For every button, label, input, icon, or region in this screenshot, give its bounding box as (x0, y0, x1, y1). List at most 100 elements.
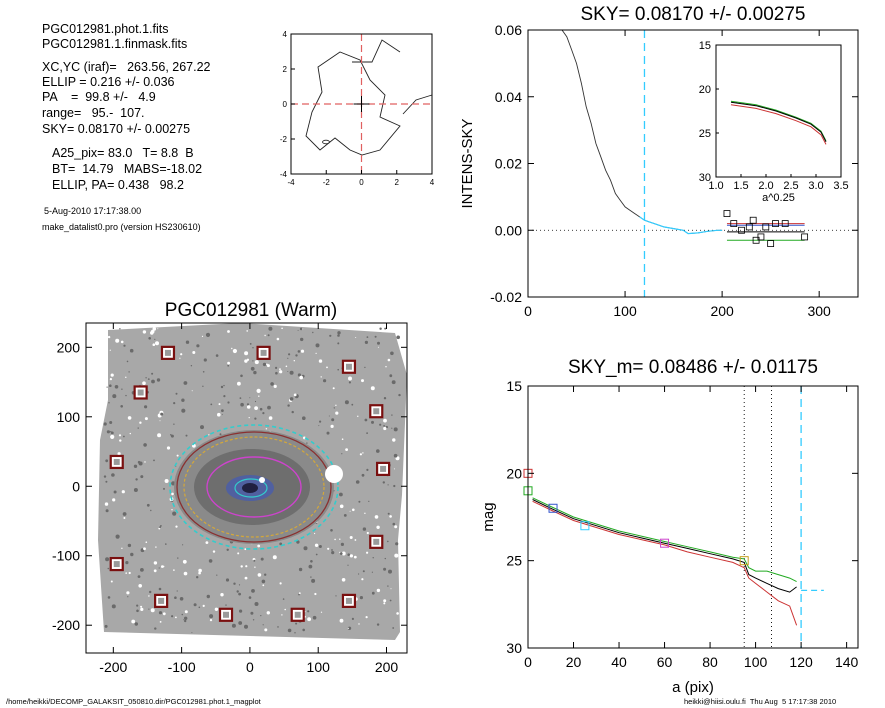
sky-profile-cyan (639, 216, 723, 235)
noise-dot (364, 512, 366, 514)
noise-dot (144, 405, 148, 409)
noise-dot (193, 603, 197, 607)
noise-dot (142, 381, 146, 386)
noise-dot (358, 573, 360, 575)
noise-dot (158, 611, 163, 615)
noise-dot (393, 468, 395, 470)
sky-ytick-label: 0.02 (495, 156, 522, 172)
noise-dot (237, 552, 240, 555)
noise-dot (377, 341, 380, 345)
noise-dot (297, 350, 301, 353)
noise-dot (238, 592, 242, 596)
noise-dot (110, 580, 113, 583)
galaxy-image-panel: PGC012981 (Warm) -200 -100 0 100 2002001000-… (52, 300, 408, 675)
noise-dot (206, 594, 210, 599)
noise-dot (314, 532, 316, 535)
noise-dot (339, 551, 341, 554)
noise-dot (359, 596, 363, 600)
isophote-magenta (206, 456, 302, 518)
noise-dot (246, 403, 250, 406)
noise-dot (293, 393, 297, 397)
noise-dot (315, 343, 320, 348)
noise-dot (179, 597, 184, 601)
mag-xtick-label: 20 (566, 654, 582, 670)
noise-dot (123, 435, 125, 438)
sky-sample-box (749, 216, 757, 224)
noise-dot (392, 522, 396, 526)
noise-dot (293, 360, 295, 362)
noise-dot (389, 599, 392, 602)
noise-dot (395, 456, 400, 461)
noise-dot (220, 593, 224, 597)
noise-dot (388, 569, 392, 574)
noise-dot (246, 405, 251, 409)
sky-xtick-label: 0 (524, 303, 532, 319)
noise-dot (379, 423, 382, 426)
sky-box-inner (164, 349, 171, 356)
noise-dot (348, 376, 352, 381)
noise-dot (307, 610, 310, 613)
noise-dot (239, 397, 242, 399)
noise-dot (395, 542, 399, 546)
noise-dot (359, 453, 362, 456)
noise-dot (159, 621, 162, 623)
noise-dot (267, 405, 271, 410)
noise-dot (115, 338, 120, 343)
noise-dot (337, 368, 340, 371)
noise-dot (390, 351, 394, 356)
contour-xtick-label: 4 (430, 178, 435, 187)
contour-xtick-label: -4 (287, 178, 295, 187)
noise-dot (376, 449, 380, 453)
sky-inset-ytick-label: 15 (699, 40, 711, 52)
noise-dot (394, 525, 398, 529)
noise-dot (396, 335, 401, 340)
noise-dot (387, 358, 391, 362)
noise-dot (165, 543, 167, 545)
noise-dot (267, 334, 270, 337)
noise-dot (225, 604, 227, 606)
noise-dot (354, 539, 357, 541)
image-xtick-label: 0 (246, 659, 254, 675)
image-ytick-label: 200 (57, 339, 81, 355)
noise-dot (152, 327, 157, 331)
noise-dot (384, 557, 386, 560)
noise-dot (117, 452, 121, 456)
noise-dot (294, 632, 296, 634)
sky-box-inner (113, 561, 120, 568)
noise-dot (339, 504, 344, 509)
contour-ytick-label: 0 (283, 100, 288, 109)
noise-dot (376, 588, 381, 593)
noise-dot (198, 568, 202, 573)
noise-dot (164, 479, 169, 483)
noise-dot (244, 576, 248, 580)
noise-dot (110, 373, 114, 377)
noise-dot (320, 376, 322, 378)
noise-dot (154, 627, 157, 630)
noise-dot (251, 589, 255, 593)
noise-dot (157, 328, 159, 330)
noise-dot (249, 397, 251, 399)
noise-dot (299, 375, 304, 380)
noise-dot (219, 433, 222, 436)
noise-dot (119, 328, 121, 330)
noise-dot (158, 587, 162, 591)
noise-dot (192, 351, 196, 354)
image-ytick-label: -100 (52, 548, 80, 564)
masked-star (325, 465, 343, 483)
sky-sample-box (801, 233, 809, 241)
noise-dot (150, 329, 155, 334)
noise-dot (181, 398, 185, 402)
sky-sample-box (781, 220, 789, 227)
noise-dot (328, 415, 330, 417)
sky-sample-box (757, 233, 765, 241)
mag-ytick-label: 15 (506, 378, 522, 394)
noise-dot (279, 542, 283, 546)
contour-panel: -4 -2 0 2 4 -4 -2 0 2 4 (280, 30, 435, 187)
noise-dot (315, 553, 318, 556)
noise-dot (297, 373, 301, 377)
noise-dot (106, 386, 108, 388)
sky-sample-box (767, 240, 775, 248)
noise-dot (366, 336, 369, 338)
noise-dot (133, 464, 138, 468)
noise-dot (332, 387, 335, 390)
